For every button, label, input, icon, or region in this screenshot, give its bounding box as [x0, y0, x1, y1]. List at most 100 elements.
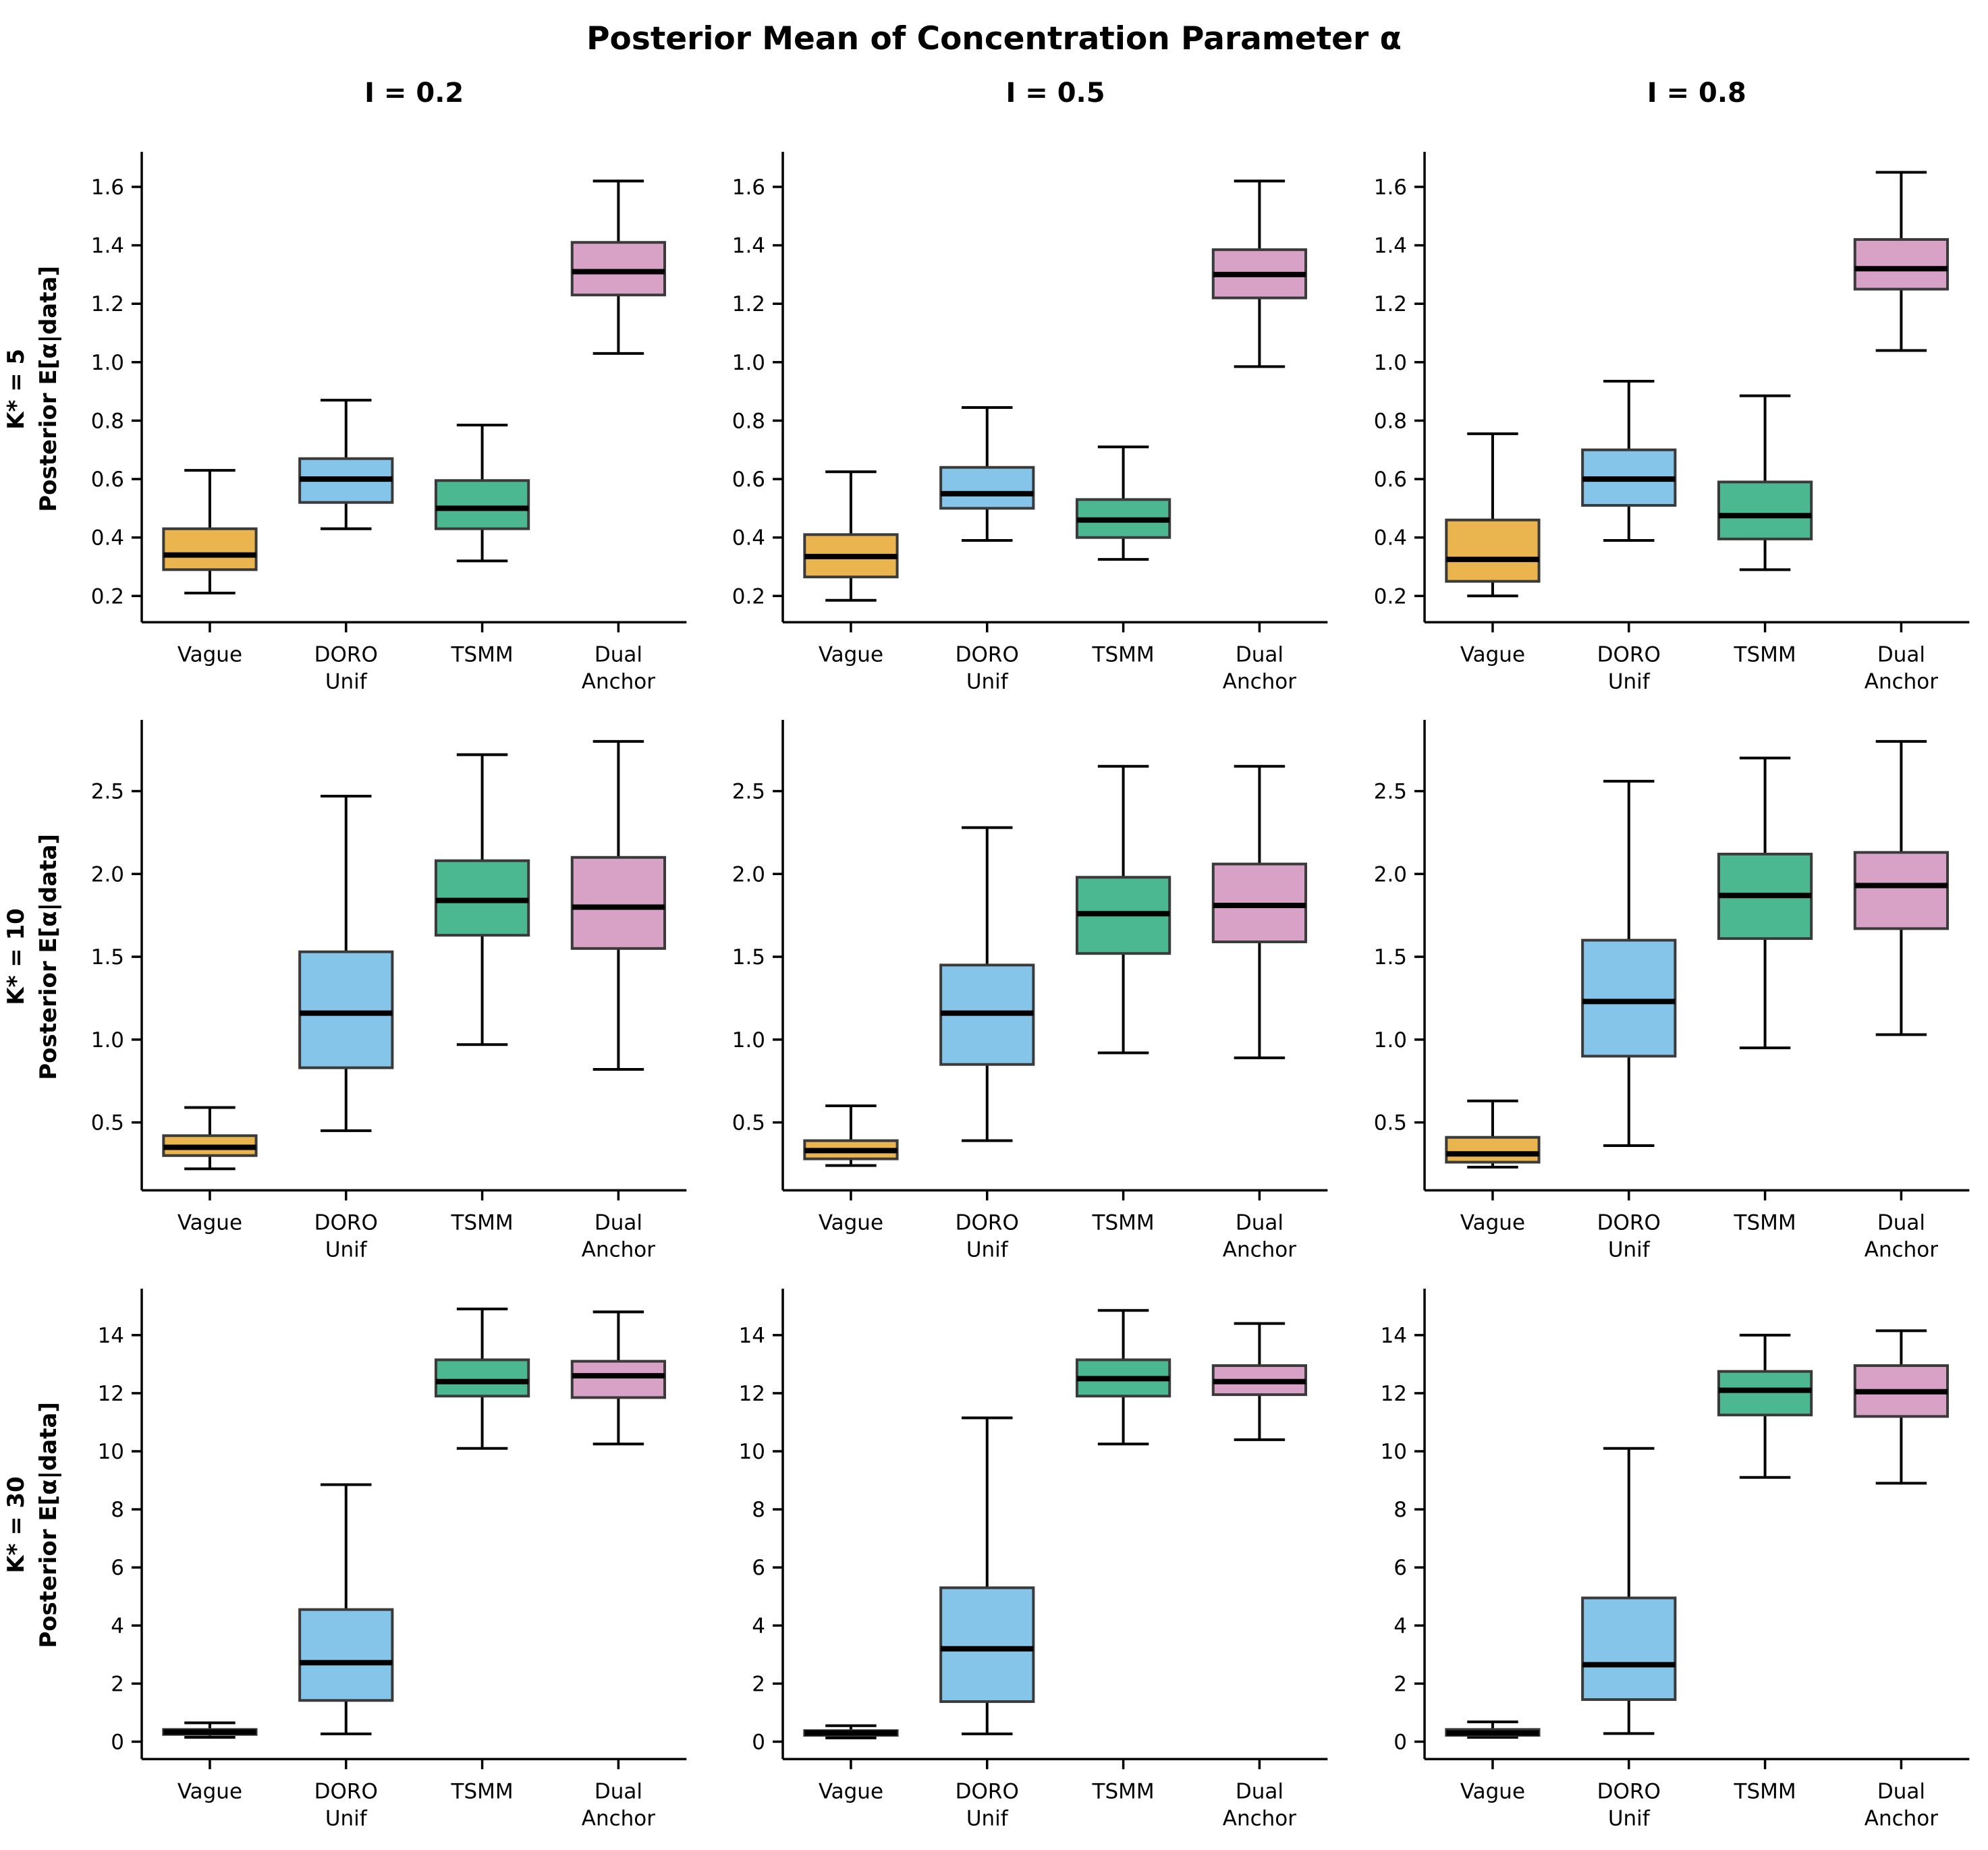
svg-text:0.6: 0.6	[91, 468, 124, 492]
axes: 0.2 0.4 0.6 0.8 1.0 1.2 1.4 1.6	[1373, 152, 1969, 624]
subplot-grid: I = 0.2 I = 0.5 I = 0.8 K* = 5 Posterior…	[0, 78, 1988, 1850]
svg-text:Unif: Unif	[966, 669, 1009, 694]
svg-text:DORO: DORO	[956, 642, 1019, 667]
subplot-k10-i0.8: 0.5 1.0 1.5 2.0 2.5 Vague DORO Unif TSMM Dual Anch…	[1347, 713, 1988, 1281]
svg-text:1.6: 1.6	[91, 175, 124, 200]
boxplot-canvas-k10-i0.5: 0.5 1.0 1.5 2.0 2.5 Vague DORO Unif TSMM Dual Anch…	[732, 720, 1328, 1262]
svg-text:0.6: 0.6	[732, 468, 765, 492]
svg-text:Anchor: Anchor	[1223, 1238, 1297, 1262]
box-tsmm: TSMM	[434, 753, 530, 1235]
svg-text:10: 10	[98, 1440, 124, 1464]
svg-text:Unif: Unif	[1607, 1806, 1650, 1830]
svg-text:1.0: 1.0	[91, 1028, 124, 1053]
svg-text:4: 4	[1393, 1614, 1407, 1638]
svg-text:DORO: DORO	[956, 1779, 1019, 1803]
svg-text:TSMM: TSMM	[1092, 1779, 1155, 1803]
column-header-i0.8: I = 0.8	[1647, 78, 1746, 109]
svg-text:6: 6	[111, 1556, 124, 1580]
box-dual-anchor: Dual Anchor	[1853, 740, 1949, 1262]
svg-text:Unif: Unif	[325, 1238, 368, 1262]
svg-text:Vague: Vague	[177, 1779, 242, 1803]
box-doro-unif: DORO Unif	[298, 795, 394, 1262]
svg-text:2.0: 2.0	[732, 863, 765, 887]
svg-text:Anchor: Anchor	[582, 669, 656, 694]
svg-text:DORO: DORO	[1597, 1211, 1660, 1235]
y-axis-label-k10: K* = 10 Posterior E[α|data]	[3, 834, 62, 1080]
svg-text:1.0: 1.0	[1373, 351, 1406, 375]
svg-text:0.2: 0.2	[91, 584, 124, 609]
axes: 0 2 4 6 8 10 12 14	[739, 1288, 1328, 1760]
box-vague: Vague	[803, 1724, 899, 1803]
box-vague: Vague	[162, 1106, 258, 1235]
svg-text:1.5: 1.5	[91, 945, 124, 970]
svg-text:TSMM: TSMM	[451, 642, 514, 667]
svg-text:Unif: Unif	[966, 1238, 1009, 1262]
box-tsmm: TSMM	[1076, 445, 1171, 667]
svg-text:Unif: Unif	[966, 1806, 1009, 1830]
axes: 0.2 0.4 0.6 0.8 1.0 1.2 1.4 1.6	[732, 152, 1328, 624]
svg-text:Dual: Dual	[595, 1779, 642, 1803]
box-tsmm: TSMM	[1717, 394, 1813, 667]
svg-text:Anchor: Anchor	[1864, 1238, 1938, 1262]
svg-text:0.5: 0.5	[1373, 1111, 1406, 1136]
svg-text:TSMM: TSMM	[1092, 1211, 1155, 1235]
svg-text:DORO: DORO	[956, 1211, 1019, 1235]
svg-text:1.0: 1.0	[732, 351, 765, 375]
svg-text:Vague: Vague	[1460, 1779, 1525, 1803]
svg-text:DORO: DORO	[314, 642, 378, 667]
svg-text:Dual: Dual	[1877, 1211, 1925, 1235]
svg-text:Unif: Unif	[325, 1806, 368, 1830]
svg-text:Dual: Dual	[1877, 1779, 1925, 1803]
svg-text:Dual: Dual	[595, 642, 642, 667]
boxplot-canvas-k10-i0.8: 0.5 1.0 1.5 2.0 2.5 Vague DORO Unif TSMM Dual Anch…	[1373, 720, 1969, 1262]
svg-text:2.0: 2.0	[91, 863, 124, 887]
svg-text:1.4: 1.4	[91, 234, 124, 258]
axes: 0.5 1.0 1.5 2.0 2.5	[732, 720, 1328, 1192]
box-vague: Vague	[162, 469, 258, 667]
axes: 0 2 4 6 8 10 12 14	[98, 1288, 687, 1760]
svg-text:0.4: 0.4	[1373, 526, 1406, 551]
svg-text:1.6: 1.6	[732, 175, 765, 200]
svg-text:10: 10	[1380, 1440, 1406, 1464]
box-tsmm: TSMM	[1717, 1333, 1813, 1803]
box-doro-unif: DORO Unif	[939, 1416, 1035, 1830]
svg-text:0.4: 0.4	[732, 526, 765, 551]
svg-text:Dual: Dual	[1236, 1211, 1283, 1235]
boxplot-canvas-k10-i0.2: 0.5 1.0 1.5 2.0 2.5 Vague DORO Unif TSMM Dual Anch…	[91, 720, 687, 1262]
boxplot-canvas-k30-i0.8: 0 2 4 6 8 10 12 14 Vague DORO Unif TSMM Dual Anchor	[1380, 1288, 1969, 1830]
row-label-k10-line2: Posterior E[α|data]	[34, 834, 62, 1080]
svg-text:Dual: Dual	[595, 1211, 642, 1235]
svg-text:0.4: 0.4	[91, 526, 124, 551]
box-vague: Vague	[1444, 1720, 1541, 1803]
svg-text:1.0: 1.0	[91, 351, 124, 375]
axes: 0.5 1.0 1.5 2.0 2.5	[91, 720, 687, 1192]
svg-text:0: 0	[111, 1730, 124, 1754]
figure-title: Posterior Mean of Concentration Paramete…	[586, 20, 1402, 57]
svg-text:Anchor: Anchor	[1223, 1806, 1297, 1830]
svg-text:DORO: DORO	[314, 1211, 378, 1235]
y-axis-label-k5: K* = 5 Posterior E[α|data]	[3, 266, 62, 512]
svg-text:1.4: 1.4	[1373, 234, 1406, 258]
svg-text:Vague: Vague	[177, 1211, 242, 1235]
subplot-k5-i0.2: 0.2 0.4 0.6 0.8 1.0 1.2 1.4 1.6 Vague DORO Unif TSM…	[64, 145, 705, 713]
svg-text:TSMM: TSMM	[1733, 642, 1796, 667]
grid-corner	[0, 78, 64, 145]
svg-text:TSMM: TSMM	[451, 1211, 514, 1235]
svg-text:0.2: 0.2	[732, 584, 765, 609]
svg-text:12: 12	[739, 1382, 765, 1406]
box-tsmm: TSMM	[1717, 756, 1813, 1235]
svg-text:0.5: 0.5	[732, 1111, 765, 1136]
axes: 0.2 0.4 0.6 0.8 1.0 1.2 1.4 1.6	[91, 152, 687, 624]
svg-text:DORO: DORO	[314, 1779, 378, 1803]
svg-text:DORO: DORO	[1597, 642, 1660, 667]
